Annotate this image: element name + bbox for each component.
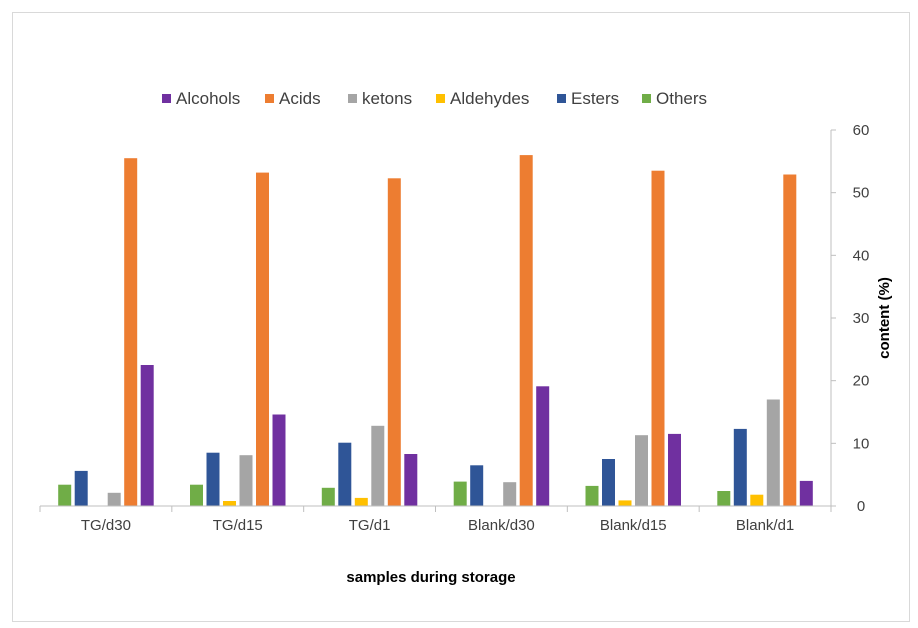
legend-swatch-others [642, 94, 651, 103]
legend-label-aldehydes: Aldehydes [450, 89, 529, 108]
legend-label-acids: Acids [279, 89, 321, 108]
bar-alcohols-tg-d1 [404, 454, 418, 506]
x-tick-label-blank-d1: Blank/d1 [736, 517, 794, 534]
legend-swatch-esters [557, 94, 566, 103]
y-tick-label: 40 [853, 247, 870, 264]
bar-acids-tg-d30 [124, 158, 138, 506]
bar-alcohols-blank-d15 [668, 433, 681, 506]
legend-swatch-ketons [348, 94, 357, 103]
bar-aldehydes-blank-d1 [750, 494, 764, 506]
bar-ketons-tg-d15 [239, 455, 253, 506]
bar-others-tg-d1 [321, 487, 335, 506]
bars [58, 155, 813, 507]
bar-acids-tg-d1 [387, 178, 401, 507]
bar-acids-blank-d30 [519, 155, 533, 506]
bar-esters-blank-d15 [602, 459, 615, 506]
chart-svg: Alcohols Acids ketons Aldehydes Esters Others… [39, 89, 893, 586]
bar-others-tg-d15 [190, 484, 203, 506]
bar-aldehydes-blank-d15 [618, 500, 632, 506]
x-tick-label-tg-d1: TG/d1 [349, 517, 391, 534]
y-tick-label: 50 [853, 185, 870, 202]
y-tick-label: 60 [853, 122, 870, 139]
y-tick-label: 10 [853, 435, 870, 452]
bar-aldehydes-tg-d15 [223, 501, 236, 506]
bar-ketons-blank-d30 [503, 482, 517, 506]
y-ticks: 0 10 20 30 40 50 60 [831, 122, 869, 515]
bar-others-blank-d15 [585, 485, 599, 506]
bar-acids-tg-d15 [256, 172, 269, 506]
x-ticks: TG/d30 TG/d15 TG/d1 Blank/d30 Blank/d15 Blank… [39, 506, 832, 534]
bar-acids-blank-d1 [783, 174, 797, 506]
x-tick-label-blank-d30: Blank/d30 [468, 517, 535, 534]
legend-label-alcohols: Alcohols [176, 89, 240, 108]
bar-esters-tg-d15 [206, 452, 220, 506]
bar-ketons-tg-d30 [107, 492, 121, 506]
bar-others-blank-d30 [453, 481, 467, 506]
y-axis-title: content (%) [876, 277, 893, 359]
x-tick-label-blank-d15: Blank/d15 [600, 517, 667, 534]
chart-frame: Alcohols Acids ketons Aldehydes Esters Others… [12, 12, 910, 622]
y-tick-label: 0 [857, 498, 865, 515]
legend-swatch-alcohols [162, 94, 171, 103]
bar-ketons-tg-d1 [371, 425, 385, 506]
bar-acids-blank-d15 [651, 170, 665, 506]
bar-others-blank-d1 [717, 491, 731, 506]
legend-label-esters: Esters [571, 89, 619, 108]
x-axis-title: samples during storage [346, 569, 515, 586]
legend-swatch-acids [265, 94, 274, 103]
bar-alcohols-blank-d1 [799, 480, 813, 506]
bar-ketons-blank-d1 [766, 399, 780, 506]
legend-label-others: Others [656, 89, 707, 108]
bar-esters-tg-d1 [338, 442, 352, 506]
bar-alcohols-tg-d30 [140, 365, 154, 506]
bar-esters-blank-d30 [470, 465, 484, 506]
bar-esters-tg-d30 [74, 470, 88, 506]
legend-swatch-aldehydes [436, 94, 445, 103]
y-tick-label: 20 [853, 373, 870, 390]
legend: Alcohols Acids ketons Aldehydes Esters Others [162, 89, 707, 108]
bar-others-tg-d30 [58, 484, 72, 506]
y-tick-label: 30 [853, 310, 870, 327]
bar-esters-blank-d1 [733, 428, 747, 506]
x-tick-label-tg-d30: TG/d30 [81, 517, 131, 534]
x-tick-label-tg-d15: TG/d15 [213, 517, 263, 534]
bar-ketons-blank-d15 [635, 435, 648, 506]
bar-aldehydes-tg-d1 [354, 497, 368, 506]
legend-label-ketons: ketons [362, 89, 412, 108]
bar-alcohols-blank-d30 [536, 386, 550, 506]
bar-alcohols-tg-d15 [272, 414, 286, 506]
